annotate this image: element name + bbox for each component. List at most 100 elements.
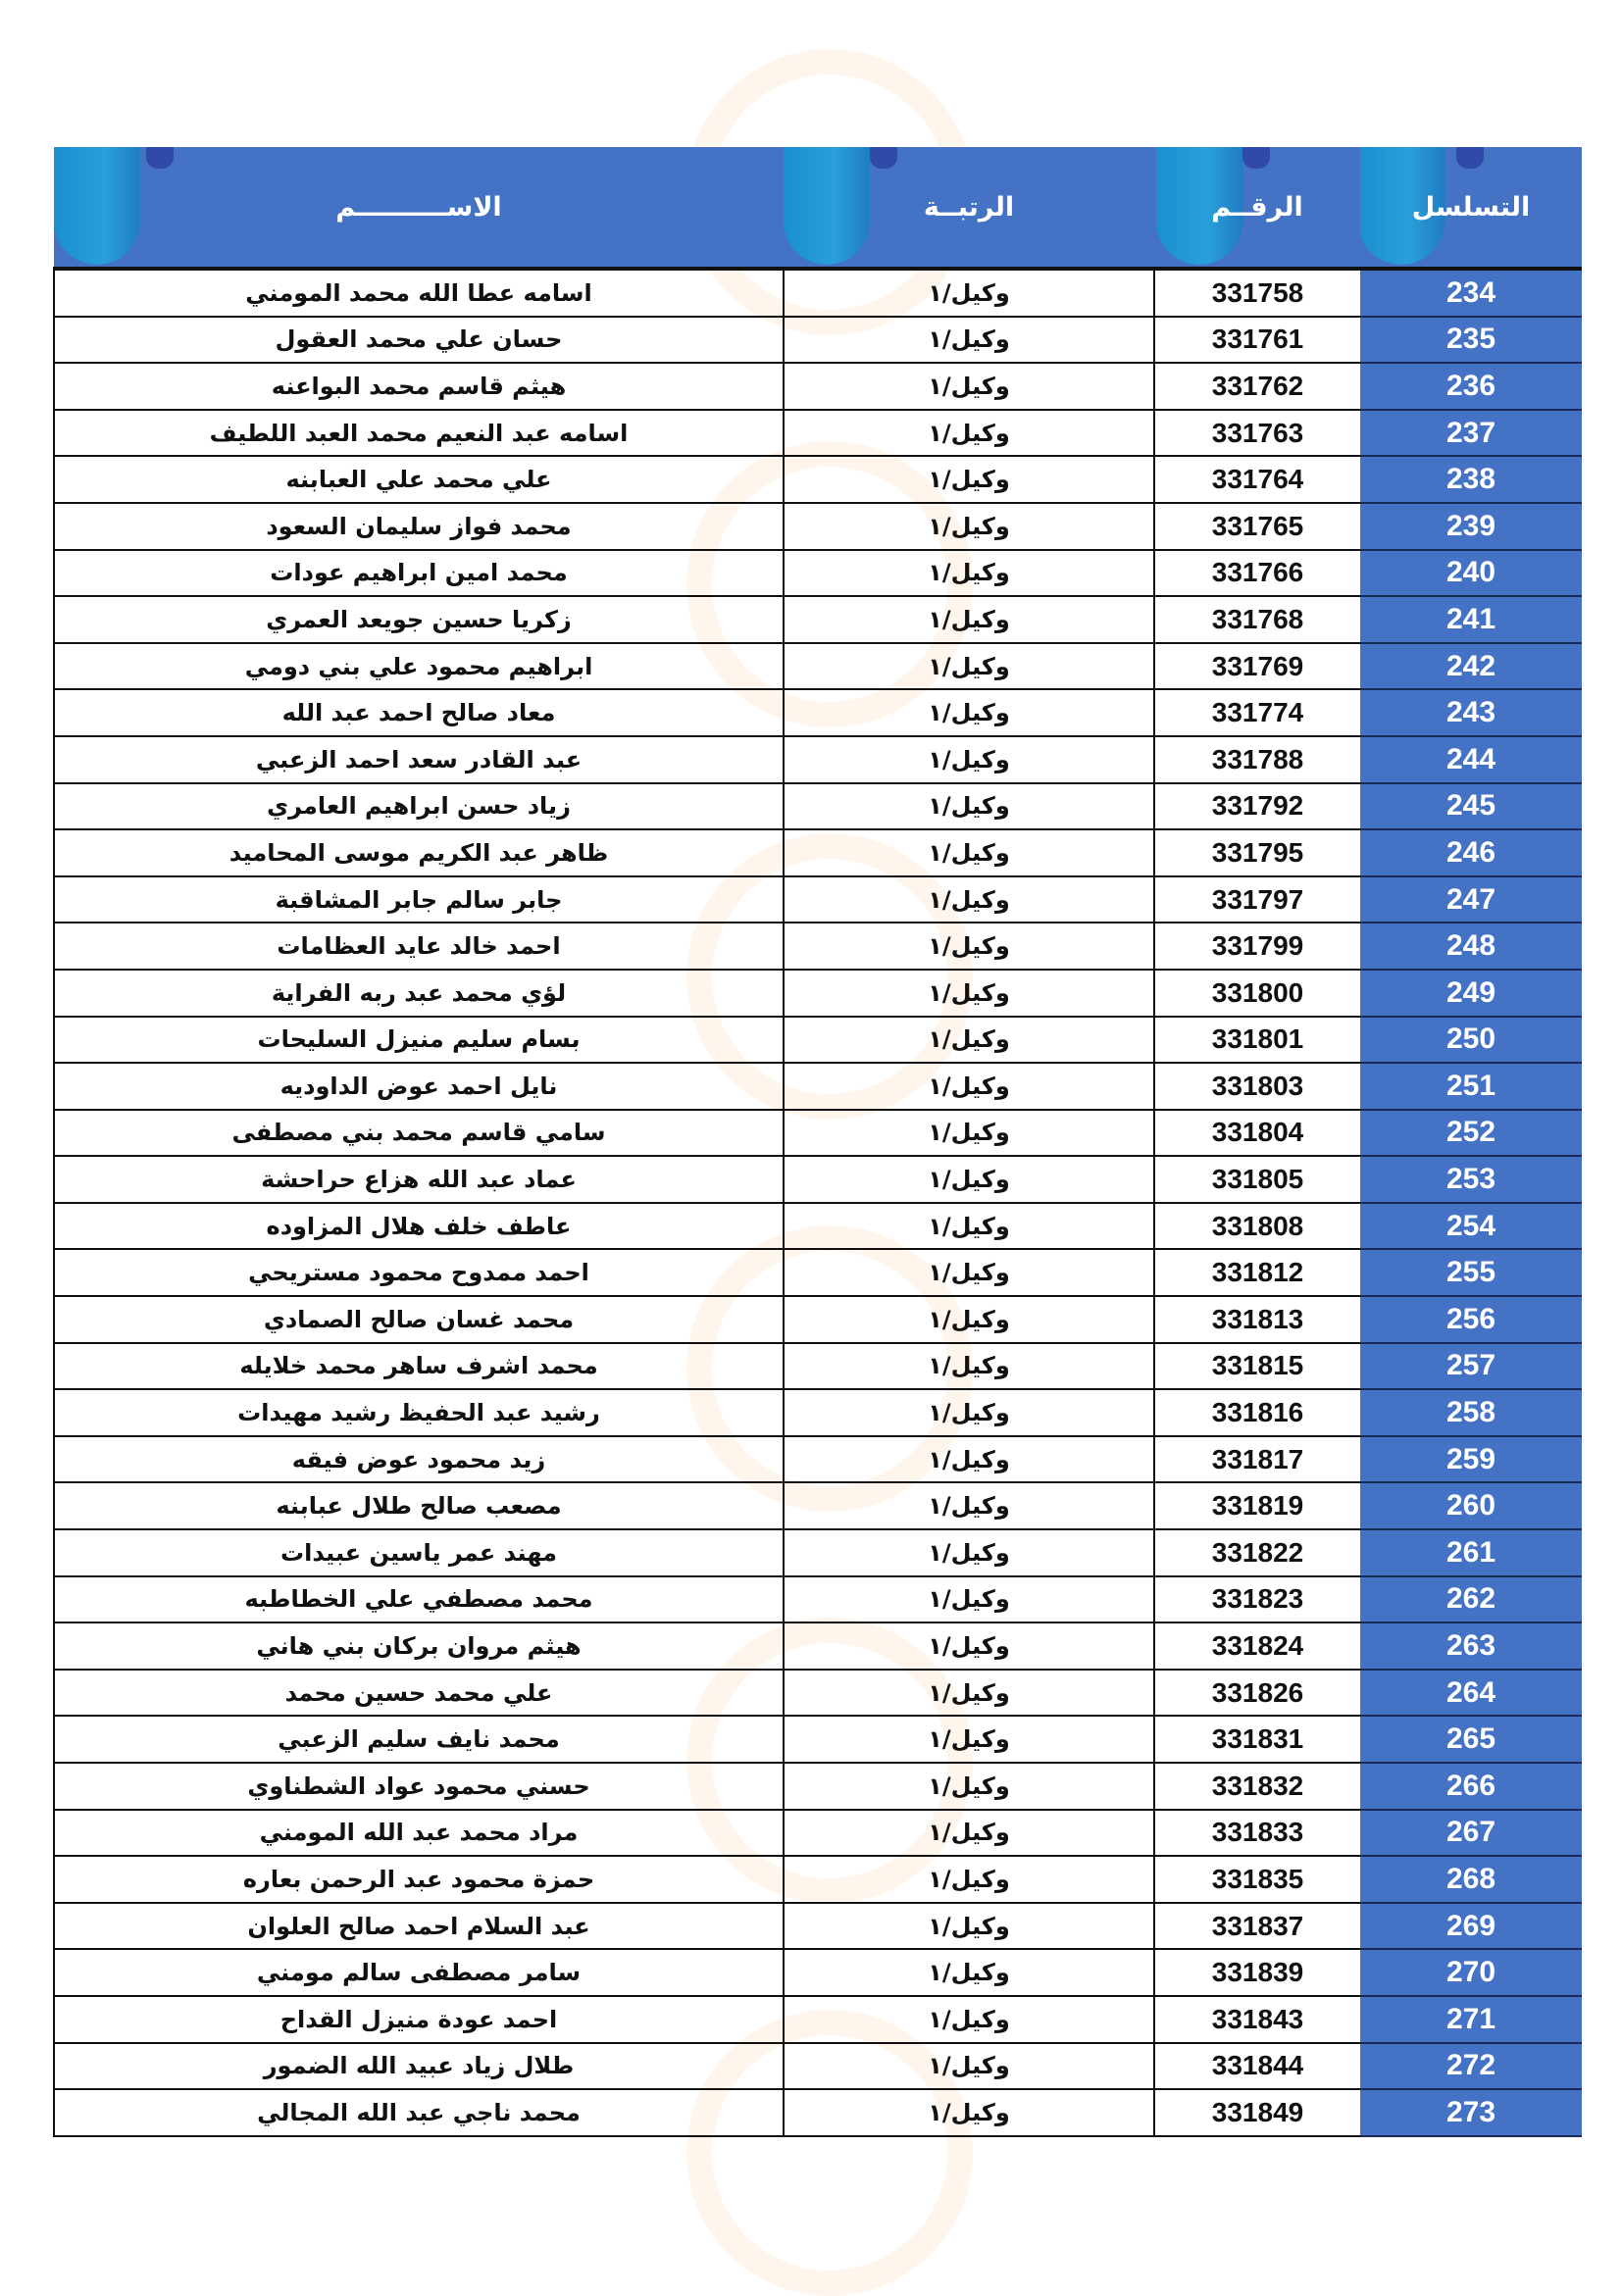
serial-cell: 241 [1360,596,1582,644]
name-cell: محمد غسان صالح الصمادي [53,1296,784,1344]
table-row: 244 331788 وكيل/١ عبد القادر سعد احمد الزعب… [53,735,1582,784]
serial-cell: 253 [1360,1156,1582,1204]
table-row: 269 331837 وكيل/١ عبد السلام احمد صالح العل… [53,1902,1582,1951]
rank-cell: وكيل/١ [783,409,1154,458]
header-number: الرقــم [1154,147,1360,271]
name-cell: حسان علي محمد العقول [53,316,784,365]
name-cell: سامي قاسم محمد بني مصطفى [53,1109,784,1158]
number-cell: 331826 [1153,1669,1360,1718]
table-row: 257 331815 وكيل/١ محمد اشرف ساهر محمد خلايل… [53,1342,1582,1391]
name-cell: ابراهيم محمود علي بني دومي [53,642,784,691]
name-cell: لؤي محمد عبد ربه الفراية [53,969,784,1018]
number-cell: 331835 [1153,1856,1360,1904]
serial-cell: 267 [1360,1809,1582,1858]
table-row: 247 331797 وكيل/١ جابر سالم جابر المشاقبة [53,875,1582,924]
table-row: 265 331831 وكيل/١ محمد نايف سليم الزعبي [53,1716,1582,1764]
serial-cell: 263 [1360,1622,1582,1671]
header-number-label: الرقــم [1211,191,1303,223]
table-row: 248 331799 وكيل/١ احمد خالد عايد العظامات [53,923,1582,971]
serial-cell: 257 [1360,1342,1582,1391]
serial-cell: 252 [1360,1109,1582,1158]
serial-cell: 273 [1360,2089,1582,2137]
name-cell: احمد خالد عايد العظامات [53,923,784,971]
name-cell: ظاهر عبد الكريم موسى المحاميد [53,829,784,877]
name-cell: طلال زياد عبيد الله الضمور [53,2042,784,2091]
table-row: 253 331805 وكيل/١ عماد عبد الله هزاع حراحشة [53,1156,1582,1204]
table-row: 268 331835 وكيل/١ حمزة محمود عبد الرحمن بعا… [53,1856,1582,1904]
table-row: 243 331774 وكيل/١ معاد صالح احمد عبد الله [53,689,1582,737]
rank-cell: وكيل/١ [783,269,1154,318]
number-cell: 331849 [1153,2089,1360,2137]
serial-cell: 237 [1360,409,1582,458]
name-cell: محمد نايف سليم الزعبي [53,1716,784,1764]
table-row: 250 331801 وكيل/١ بسام سليم منيزل السليحات [53,1016,1582,1065]
name-cell: علي محمد علي العبابنه [53,456,784,504]
name-cell: مهند عمر ياسين عبيدات [53,1529,784,1577]
rank-cell: وكيل/١ [783,1389,1154,1437]
table-row: 258 331816 وكيل/١ رشيد عبد الحفيظ رشيد مهيد… [53,1389,1582,1437]
serial-cell: 247 [1360,875,1582,924]
number-cell: 331824 [1153,1622,1360,1671]
number-cell: 331774 [1153,689,1360,737]
rank-cell: وكيل/١ [783,1669,1154,1718]
table-row: 261 331822 وكيل/١ مهند عمر ياسين عبيدات [53,1529,1582,1577]
name-cell: جابر سالم جابر المشاقبة [53,875,784,924]
name-cell: احمد عودة منيزل القداح [53,1995,784,2044]
serial-cell: 272 [1360,2042,1582,2091]
name-cell: عماد عبد الله هزاع حراحشة [53,1156,784,1204]
number-cell: 331803 [1153,1063,1360,1111]
table-row: 271 331843 وكيل/١ احمد عودة منيزل القداح [53,1995,1582,2044]
number-cell: 331788 [1153,735,1360,784]
rank-cell: وكيل/١ [783,1529,1154,1577]
name-cell: مراد محمد عبد الله المومني [53,1809,784,1858]
name-cell: محمد امين ابراهيم عودات [53,549,784,598]
table-row: 246 331795 وكيل/١ ظاهر عبد الكريم موسى المح… [53,829,1582,877]
table-row: 259 331817 وكيل/١ زيد محمود عوض فيقه [53,1435,1582,1484]
name-cell: معاد صالح احمد عبد الله [53,689,784,737]
number-cell: 331808 [1153,1202,1360,1251]
name-cell: نايل احمد عوض الداوديه [53,1063,784,1111]
rank-cell: وكيل/١ [783,1016,1154,1065]
number-cell: 331843 [1153,1995,1360,2044]
rank-cell: وكيل/١ [783,1902,1154,1951]
name-cell: حمزة محمود عبد الرحمن بعاره [53,1856,784,1904]
rank-cell: وكيل/١ [783,735,1154,784]
number-cell: 331761 [1153,316,1360,365]
number-cell: 331764 [1153,456,1360,504]
number-cell: 331831 [1153,1716,1360,1764]
number-cell: 331833 [1153,1809,1360,1858]
number-cell: 331758 [1153,269,1360,318]
rank-cell: وكيل/١ [783,1435,1154,1484]
number-cell: 331801 [1153,1016,1360,1065]
number-cell: 331813 [1153,1296,1360,1344]
serial-cell: 262 [1360,1575,1582,1624]
serial-cell: 243 [1360,689,1582,737]
number-cell: 331765 [1153,502,1360,551]
table-row: 264 331826 وكيل/١ علي محمد حسين محمد [53,1669,1582,1718]
rank-cell: وكيل/١ [783,689,1154,737]
name-cell: محمد مصطفي علي الخطاطبه [53,1575,784,1624]
table-row: 249 331800 وكيل/١ لؤي محمد عبد ربه الفراية [53,969,1582,1018]
number-cell: 331823 [1153,1575,1360,1624]
header-name-label: الاســــــــــم [335,191,502,223]
table-row: 241 331768 وكيل/١ زكريا حسين جويعد العمري [53,596,1582,644]
number-cell: 331805 [1153,1156,1360,1204]
rank-cell: وكيل/١ [783,549,1154,598]
table-row: 236 331762 وكيل/١ هيثم قاسم محمد البواعنه [53,363,1582,411]
results-table: التسلسل الرقــم الرتبــة الاســــــــــم… [53,147,1582,2137]
table-row: 263 331824 وكيل/١ هيثم مروان بركان بني هاني [53,1622,1582,1671]
header-rank-label: الرتبــة [923,191,1015,223]
rank-cell: وكيل/١ [783,1575,1154,1624]
rank-cell: وكيل/١ [783,1063,1154,1111]
number-cell: 331768 [1153,596,1360,644]
rank-cell: وكيل/١ [783,2042,1154,2091]
serial-cell: 260 [1360,1482,1582,1531]
table-header-row: التسلسل الرقــم الرتبــة الاســــــــــم [54,147,1582,271]
table-row: 255 331812 وكيل/١ احمد ممدوح محمود مستريحي [53,1249,1582,1298]
name-cell: عبد القادر سعد احمد الزعبي [53,735,784,784]
serial-cell: 239 [1360,502,1582,551]
serial-cell: 265 [1360,1716,1582,1764]
table-row: 256 331813 وكيل/١ محمد غسان صالح الصمادي [53,1296,1582,1344]
name-cell: بسام سليم منيزل السليحات [53,1016,784,1065]
number-cell: 331769 [1153,642,1360,691]
